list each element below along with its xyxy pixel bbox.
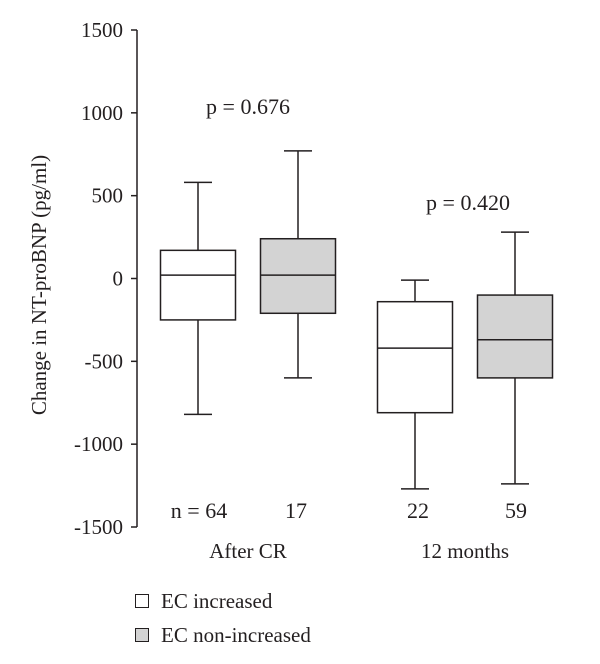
sample-size-label: 17	[285, 498, 307, 523]
y-tick-label: 500	[92, 184, 124, 208]
y-tick-label: -1500	[74, 515, 123, 539]
legend-item-ec-increased: EC increased	[135, 584, 311, 618]
y-tick-label: -500	[85, 349, 124, 373]
box-ec-increased	[159, 249, 237, 321]
legend-swatch-ec-increased	[135, 594, 149, 608]
y-tick-label: -1000	[74, 432, 123, 456]
legend: EC increased EC non-increased	[135, 584, 311, 652]
legend-swatch-ec-non-increased	[135, 628, 149, 642]
p-value-label: p = 0.420	[426, 190, 510, 215]
y-axis: 1500 1000 500 0 -500 -1000 -1500	[74, 18, 138, 539]
box-ec-increased	[376, 300, 454, 414]
legend-label: EC non-increased	[161, 622, 311, 647]
p-value-label: p = 0.676	[206, 94, 290, 119]
y-tick-label: 1000	[81, 101, 123, 125]
legend-label: EC increased	[161, 588, 273, 613]
y-axis-title: Change in NT-proBNP (pg/ml)	[27, 155, 51, 415]
legend-item-ec-non-increased: EC non-increased	[135, 618, 311, 652]
sample-size-label: 22	[407, 498, 429, 523]
x-category-label: 12 months	[421, 539, 509, 563]
box-ec-non-increased	[476, 294, 554, 379]
x-category-label: After CR	[209, 539, 287, 563]
y-tick-label: 0	[113, 267, 124, 291]
sample-size-label: n = 64	[171, 498, 227, 523]
sample-size-label: 59	[505, 498, 527, 523]
box-plot-chart: 1500 1000 500 0 -500 -1000 -1500 n = 64 17 p = 0…	[27, 18, 554, 563]
y-tick-label: 1500	[81, 18, 123, 42]
plot-area: n = 64 17 p = 0.676 After CR 22 59 p = 0.420 12…	[159, 94, 554, 563]
box-ec-non-increased	[259, 237, 337, 315]
